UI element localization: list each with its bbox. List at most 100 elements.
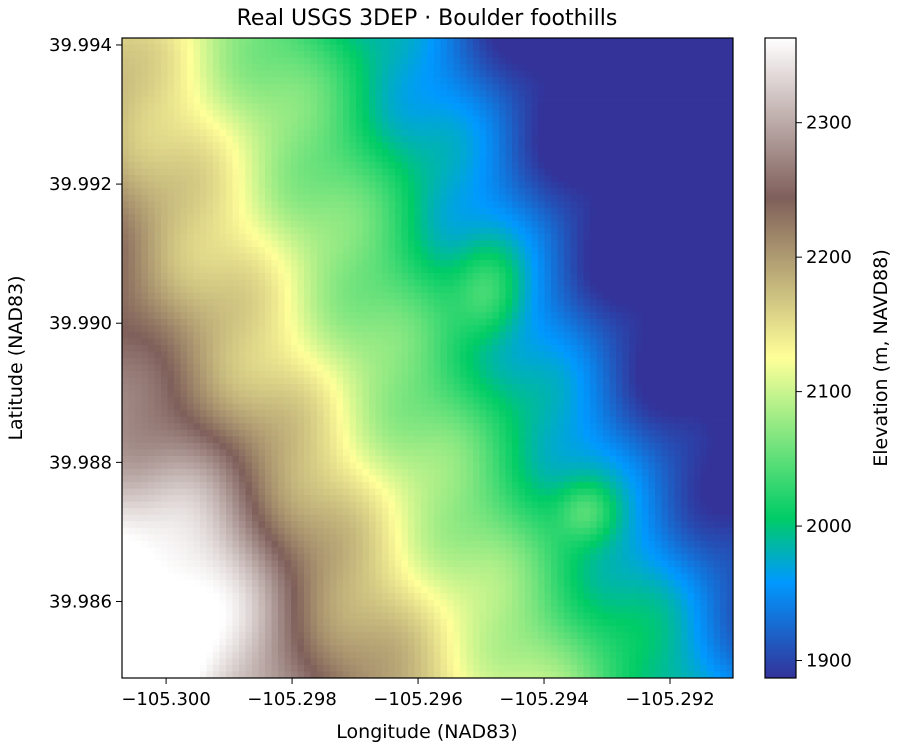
heatmap-cell xyxy=(512,312,520,320)
heatmap-cell xyxy=(596,207,604,215)
heatmap-cell xyxy=(343,318,351,326)
heatmap-cell xyxy=(362,181,370,189)
heatmap-cell xyxy=(440,175,448,183)
heatmap-cell xyxy=(590,129,598,137)
heatmap-cell xyxy=(538,122,546,131)
heatmap-cell xyxy=(226,371,234,379)
heatmap-cell xyxy=(239,155,247,163)
heatmap-cell xyxy=(323,318,331,326)
heatmap-cell xyxy=(525,371,533,379)
heatmap-cell xyxy=(414,116,422,124)
heatmap-cell xyxy=(726,351,733,359)
heatmap-cell xyxy=(635,77,643,85)
heatmap-cell xyxy=(466,149,474,157)
heatmap-cell xyxy=(161,279,169,287)
heatmap-cell xyxy=(408,149,416,157)
heatmap-cell xyxy=(551,155,559,163)
heatmap-cell xyxy=(707,103,715,111)
heatmap-cell xyxy=(213,38,221,46)
heatmap-cell xyxy=(499,155,507,163)
heatmap-cell xyxy=(193,129,201,137)
heatmap-cell xyxy=(252,64,260,72)
heatmap-cell xyxy=(668,312,676,320)
heatmap-cell xyxy=(421,155,429,163)
heatmap-cell xyxy=(505,155,513,163)
heatmap-cell xyxy=(466,358,474,366)
heatmap-cell xyxy=(128,155,136,163)
heatmap-cell xyxy=(538,155,546,163)
heatmap-cell xyxy=(544,201,552,209)
heatmap-cell xyxy=(122,70,130,78)
heatmap-cell xyxy=(349,312,357,320)
heatmap-cell xyxy=(135,194,143,202)
heatmap-cell xyxy=(629,233,637,242)
heatmap-cell xyxy=(642,331,650,340)
heatmap-cell xyxy=(395,305,403,313)
heatmap-cell xyxy=(681,344,689,353)
heatmap-cell xyxy=(681,142,689,150)
heatmap-cell xyxy=(206,266,214,274)
heatmap-cell xyxy=(434,286,442,294)
heatmap-cell xyxy=(668,155,676,163)
heatmap-cell xyxy=(336,109,344,117)
heatmap-cell xyxy=(206,227,214,235)
heatmap-cell xyxy=(193,246,201,255)
heatmap-cell xyxy=(375,246,383,255)
heatmap-cell xyxy=(427,325,435,333)
heatmap-cell xyxy=(492,51,500,59)
heatmap-cell xyxy=(460,364,468,372)
heatmap-cell xyxy=(609,168,617,176)
heatmap-cell xyxy=(278,109,286,117)
heatmap-cell xyxy=(375,44,383,52)
heatmap-cell xyxy=(531,155,539,163)
heatmap-cell xyxy=(499,194,507,202)
heatmap-cell xyxy=(440,155,448,163)
heatmap-cell xyxy=(161,142,169,150)
heatmap-cell xyxy=(278,253,286,261)
heatmap-cell xyxy=(161,351,169,359)
heatmap-cell xyxy=(486,377,494,385)
heatmap-cell xyxy=(414,233,422,242)
heatmap-cell xyxy=(622,233,630,242)
heatmap-cell xyxy=(629,122,637,131)
heatmap-cell xyxy=(726,149,733,157)
heatmap-cell xyxy=(395,44,403,52)
heatmap-cell xyxy=(570,364,578,372)
heatmap-cell xyxy=(343,83,351,91)
heatmap-cell xyxy=(466,181,474,189)
heatmap-cell xyxy=(128,129,136,137)
heatmap-cell xyxy=(694,312,702,320)
heatmap-cell xyxy=(674,44,682,52)
heatmap-cell xyxy=(609,122,617,131)
heatmap-cell xyxy=(148,305,156,313)
heatmap-cell xyxy=(278,77,286,85)
heatmap-cell xyxy=(635,175,643,183)
heatmap-cell xyxy=(479,299,487,307)
heatmap-cell xyxy=(388,253,396,261)
heatmap-cell xyxy=(245,38,253,46)
heatmap-cell xyxy=(343,207,351,215)
heatmap-cell xyxy=(434,246,442,255)
heatmap-cell xyxy=(382,175,390,183)
heatmap-cell xyxy=(200,116,208,124)
heatmap-cell xyxy=(174,194,182,202)
heatmap-cell xyxy=(323,168,331,176)
heatmap-cell xyxy=(687,273,695,281)
heatmap-cell xyxy=(356,318,364,326)
heatmap-cell xyxy=(453,135,461,144)
heatmap-cell xyxy=(635,83,643,91)
heatmap-cell xyxy=(707,351,715,359)
heatmap-cell xyxy=(551,201,559,209)
heatmap-cell xyxy=(421,325,429,333)
heatmap-cell xyxy=(141,70,149,78)
heatmap-cell xyxy=(583,246,591,255)
heatmap-cell xyxy=(180,181,188,189)
heatmap-cell xyxy=(265,38,273,46)
heatmap-cell xyxy=(492,312,500,320)
heatmap-cell xyxy=(135,162,143,170)
heatmap-cell xyxy=(447,103,455,111)
heatmap-cell xyxy=(629,64,637,72)
heatmap-cell xyxy=(564,109,572,117)
heatmap-cell xyxy=(349,44,357,52)
heatmap-cell xyxy=(486,246,494,255)
